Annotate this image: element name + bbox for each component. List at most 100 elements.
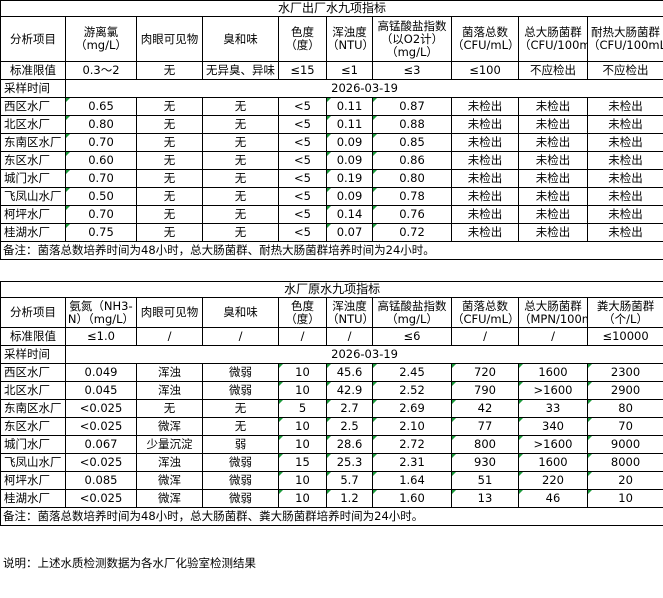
standard-limit-cell: / (326, 327, 373, 346)
standard-limit-cell: 不应检出 (586, 61, 663, 80)
value-cell: 未检出 (451, 115, 519, 134)
value-cell: 浑浊 (136, 381, 203, 400)
column-header: 高锰酸盐指数 （以O2计） （mg/L） (372, 16, 452, 62)
value-cell: 5 (278, 399, 327, 418)
value-cell: 15 (278, 453, 327, 472)
value-cell: 微浑 (136, 489, 203, 508)
standard-limit-cell: ≤3 (372, 61, 452, 80)
value-cell: 未检出 (451, 205, 519, 224)
table-row: 飞凤山水厂 <0.025 浑浊 微弱 15 25.3 2.31 930 1600 8000 (0, 453, 663, 472)
plant-name: 城门水厂 (0, 435, 66, 454)
standard-limit-cell: 0.3～2 (65, 61, 137, 80)
value-cell: 2.5 (326, 417, 373, 436)
value-cell: 10 (278, 489, 327, 508)
plant-name: 柯坪水厂 (0, 205, 66, 224)
value-cell: 微浑 (136, 471, 203, 490)
value-cell: 2.7 (326, 399, 373, 418)
value-cell: 0.14 (326, 205, 373, 224)
table-row: 桂湖水厂 <0.025 微浑 微弱 10 1.2 1.60 13 46 10 (0, 489, 663, 508)
value-cell: <5 (278, 205, 327, 224)
value-cell: 2.31 (372, 453, 452, 472)
column-header: 粪大肠菌群 （个/L） (586, 297, 663, 328)
column-header: 肉眼可见物 (136, 297, 203, 328)
column-header: 色度 （度） (278, 297, 327, 328)
value-cell: 0.85 (372, 133, 452, 152)
value-cell: 未检出 (451, 223, 519, 242)
value-cell: <5 (278, 151, 327, 170)
value-cell: 未检出 (518, 223, 588, 242)
value-cell: 0.78 (372, 187, 452, 206)
value-cell: 0.09 (326, 151, 373, 170)
value-cell: 弱 (202, 435, 279, 454)
value-cell: <5 (278, 133, 327, 152)
value-cell: 70 (586, 417, 663, 436)
value-cell: 无 (202, 417, 279, 436)
value-cell: 未检出 (518, 187, 588, 206)
value-cell: 46 (518, 489, 588, 508)
value-cell: <0.025 (65, 399, 137, 418)
value-cell: 13 (451, 489, 519, 508)
value-cell: 2.45 (372, 363, 452, 382)
value-cell: 未检出 (518, 133, 588, 152)
plant-name: 东南区水厂 (0, 399, 66, 418)
column-header: 分析项目 (0, 16, 66, 62)
plant-name: 北区水厂 (0, 381, 66, 400)
plant-name: 西区水厂 (0, 363, 66, 382)
table-note: 备注：菌落总数培养时间为48小时，总大肠菌群、耐热大肠菌群培养时间为24小时。 (0, 241, 663, 260)
value-cell: 微弱 (202, 471, 279, 490)
finished-water-table: 水厂出厂水九项指标 分析项目 游离氯 （mg/L） 肉眼可见物 臭和味 色度 （度） 浑浊度… (0, 0, 663, 260)
column-header: 分析项目 (0, 297, 66, 328)
table-row: 北区水厂 0.80 无无 <5 0.11 0.88 未检出 未检出 未检出 (0, 115, 663, 134)
standard-limit-cell: ≤6 (372, 327, 452, 346)
value-cell: 未检出 (586, 133, 663, 152)
value-cell: 微浑 (136, 417, 203, 436)
value-cell: 0.09 (326, 187, 373, 206)
value-cell: 0.86 (372, 151, 452, 170)
standard-limit-cell: ≤1 (326, 61, 373, 80)
plant-name: 东南区水厂 (0, 133, 66, 152)
value-cell: 未检出 (518, 169, 588, 188)
value-cell: 无 (136, 115, 203, 134)
value-cell: 1600 (518, 363, 588, 382)
value-cell: 10 (278, 417, 327, 436)
value-cell: 0.70 (65, 169, 137, 188)
table-row: 西区水厂 0.65 无无 <5 0.11 0.87 未检出 未检出 未检出 (0, 97, 663, 116)
value-cell: 0.70 (65, 205, 137, 224)
value-cell: 0.07 (326, 223, 373, 242)
value-cell: 42.9 (326, 381, 373, 400)
value-cell: 无 (136, 151, 203, 170)
value-cell: 未检出 (586, 223, 663, 242)
value-cell: <0.025 (65, 417, 137, 436)
plant-name: 飞凤山水厂 (0, 187, 66, 206)
value-cell: 5.7 (326, 471, 373, 490)
plant-name: 东区水厂 (0, 151, 66, 170)
column-header: 臭和味 (202, 297, 279, 328)
standard-limit-cell: 不应检出 (518, 61, 588, 80)
table-row: 东区水厂 <0.025 微浑无 10 2.5 2.10 77 340 70 (0, 417, 663, 436)
value-cell: 0.76 (372, 205, 452, 224)
value-cell: 0.70 (65, 133, 137, 152)
table-row: 东南区水厂 <0.025 无无 5 2.7 2.69 42 33 80 (0, 399, 663, 418)
sample-time-label: 采样时间 (0, 345, 66, 364)
value-cell: 0.60 (65, 151, 137, 170)
table-row: 东南区水厂 0.70 无无 <5 0.09 0.85 未检出 未检出 未检出 (0, 133, 663, 152)
column-header: 游离氯 （mg/L） (65, 16, 137, 62)
value-cell: 未检出 (586, 151, 663, 170)
standard-limit-cell: / (451, 327, 519, 346)
plant-name: 柯坪水厂 (0, 471, 66, 490)
value-cell: 未检出 (451, 97, 519, 116)
table-row: 飞凤山水厂 0.50 无无 <5 0.09 0.78 未检出 未检出 未检出 (0, 187, 663, 206)
column-header: 肉眼可见物 (136, 16, 203, 62)
value-cell: 10 (278, 381, 327, 400)
table-row: 东区水厂 0.60 无无 <5 0.09 0.86 未检出 未检出 未检出 (0, 151, 663, 170)
value-cell: <5 (278, 115, 327, 134)
standard-limit-cell: / (278, 327, 327, 346)
column-header: 耐热大肠菌群 （CFU/100mL） (586, 16, 663, 62)
value-cell: 0.049 (65, 363, 137, 382)
table-row: 城门水厂 0.70 无无 <5 0.19 0.80 未检出 未检出 未检出 (0, 169, 663, 188)
value-cell: 无 (202, 205, 279, 224)
value-cell: 未检出 (451, 187, 519, 206)
standard-limit-cell: 无 (136, 61, 203, 80)
value-cell: 2.72 (372, 435, 452, 454)
column-header: 总大肠菌群 （MPN/100mL） (518, 297, 588, 328)
